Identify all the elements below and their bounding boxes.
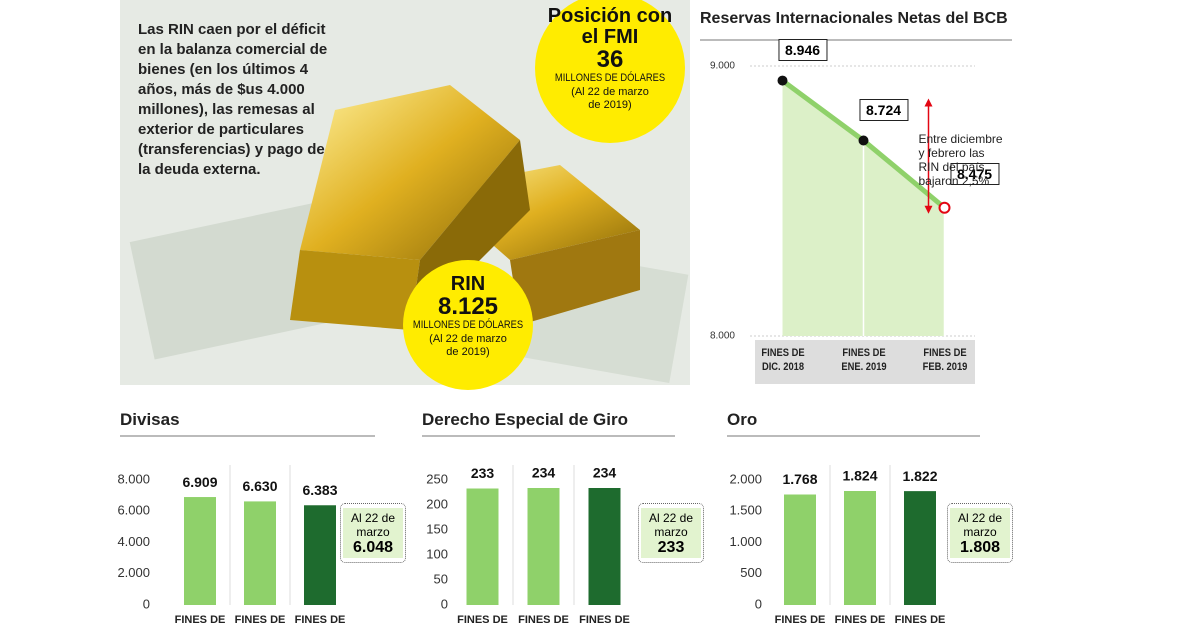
bubble — [535, 0, 685, 143]
y-tick-label: 100 — [426, 546, 448, 561]
y-tick-label: 8.000 — [710, 331, 735, 342]
x-tick-label: FINES DE — [175, 614, 226, 626]
value-label: 233 — [471, 465, 495, 481]
y-tick-label: 250 — [426, 471, 448, 486]
bubble-text: RIN 8.125 MILLONES DE DÓLARES (Al 22 de … — [403, 274, 533, 359]
arrow-head — [924, 205, 933, 214]
value-label: 6.909 — [182, 474, 217, 490]
x-tick-label: FINES DE DIC. 2018 — [760, 347, 805, 373]
y-tick-label: 1.500 — [729, 503, 762, 518]
x-tick-label: FINES DE — [775, 614, 826, 626]
bar — [784, 494, 816, 605]
bar — [466, 488, 499, 605]
category-band — [755, 340, 975, 384]
bubble-value: 36 — [596, 46, 624, 73]
y-tick-label: 200 — [426, 496, 448, 511]
bubble-date: (Al 22 de marzo de 2019) — [429, 333, 507, 358]
x-tick-label: FINES DE — [895, 614, 946, 626]
x-tick-label: FINES DE — [457, 614, 508, 626]
bubble-title: Posición con el FMI — [547, 5, 673, 48]
bubble — [403, 260, 533, 390]
value-label: 6.630 — [242, 478, 277, 494]
chart-title: Reservas Internacionales Netas del BCB — [700, 10, 1008, 27]
note-value: 6.048 — [352, 539, 394, 556]
note-inner: Al 22 de marzo 1.808 — [950, 508, 1010, 558]
value-label: 8.724 — [858, 98, 909, 121]
bubble-unit: MILLONES DE DÓLARES — [554, 72, 666, 84]
bar — [184, 497, 216, 605]
y-tick-label: 4.000 — [117, 534, 150, 549]
note-label: Al 22 de marzo — [350, 511, 396, 539]
x-tick-label: FINES DE — [579, 614, 630, 626]
bubble-value: 8.125 — [437, 293, 499, 320]
y-tick-label: 150 — [426, 521, 448, 536]
x-tick-label: FINES DE — [835, 614, 886, 626]
x-tick-label: FINES DE — [518, 614, 569, 626]
x-tick-label: FINES DE ENE. 2019 — [840, 347, 887, 373]
value-label: 8.946 — [777, 38, 828, 61]
gold-bar — [300, 85, 520, 260]
y-tick-label: 2.000 — [729, 471, 762, 486]
bubble-unit: MILLONES DE DÓLARES — [412, 319, 524, 331]
gold-bar — [510, 230, 640, 325]
bar — [844, 491, 876, 605]
point — [777, 75, 788, 86]
y-tick-label: 2.000 — [117, 565, 150, 580]
note-value: 1.808 — [959, 539, 1001, 556]
note-box: Al 22 de marzo 233 — [638, 503, 704, 563]
note-label: Al 22 de marzo — [648, 511, 694, 539]
bubble-title: RIN — [450, 273, 486, 295]
y-tick-label: 0 — [143, 596, 150, 611]
bar — [304, 505, 336, 605]
chart-title: Oro — [727, 410, 758, 429]
bar — [244, 501, 276, 605]
note-box: Al 22 de marzo 1.808 — [947, 503, 1013, 563]
note-inner: Al 22 de marzo 233 — [641, 508, 701, 558]
intro-text: Las RIN caen por el déficit en la balanz… — [138, 21, 328, 178]
x-tick-label: FINES DE — [235, 614, 286, 626]
value-label: 8.475 — [949, 162, 1000, 185]
value-label: 234 — [593, 465, 617, 481]
arrow-head — [924, 98, 933, 107]
point — [858, 135, 869, 146]
bubble-text: Posición con el FMI 36 MILLONES DE DÓLAR… — [545, 6, 675, 112]
bar — [904, 491, 936, 605]
bar — [588, 488, 621, 605]
chart-title: Divisas — [120, 410, 180, 429]
note-box: Al 22 de marzo 6.048 — [340, 503, 406, 563]
bubble-date: (Al 22 de marzo de 2019) — [571, 86, 649, 111]
y-tick-label: 8.000 — [117, 471, 150, 486]
annotation: Entre diciembre y febrero las RIN del pa… — [918, 132, 1003, 188]
y-tick-label: 0 — [441, 596, 448, 611]
gold-bar — [290, 250, 420, 330]
y-tick-label: 1.000 — [729, 534, 762, 549]
y-tick-label: 9.000 — [710, 61, 735, 72]
x-tick-label: FINES DE FEB. 2019 — [922, 347, 967, 373]
y-tick-label: 50 — [434, 571, 448, 586]
note-label: Al 22 de marzo — [957, 511, 1003, 539]
note-value: 233 — [657, 539, 685, 556]
point — [938, 201, 951, 214]
y-tick-label: 500 — [740, 565, 762, 580]
chart-title: Derecho Especial de Giro — [422, 410, 628, 429]
bar — [527, 488, 560, 605]
y-tick-label: 6.000 — [117, 503, 150, 518]
value-label: 6.383 — [302, 482, 337, 498]
value-label: 234 — [532, 465, 556, 481]
value-label: 1.822 — [902, 468, 937, 484]
y-tick-label: 0 — [755, 596, 762, 611]
value-label: 1.768 — [782, 471, 817, 487]
note-inner: Al 22 de marzo 6.048 — [343, 508, 403, 558]
value-label: 1.824 — [842, 468, 877, 484]
x-tick-label: FINES DE — [295, 614, 346, 626]
